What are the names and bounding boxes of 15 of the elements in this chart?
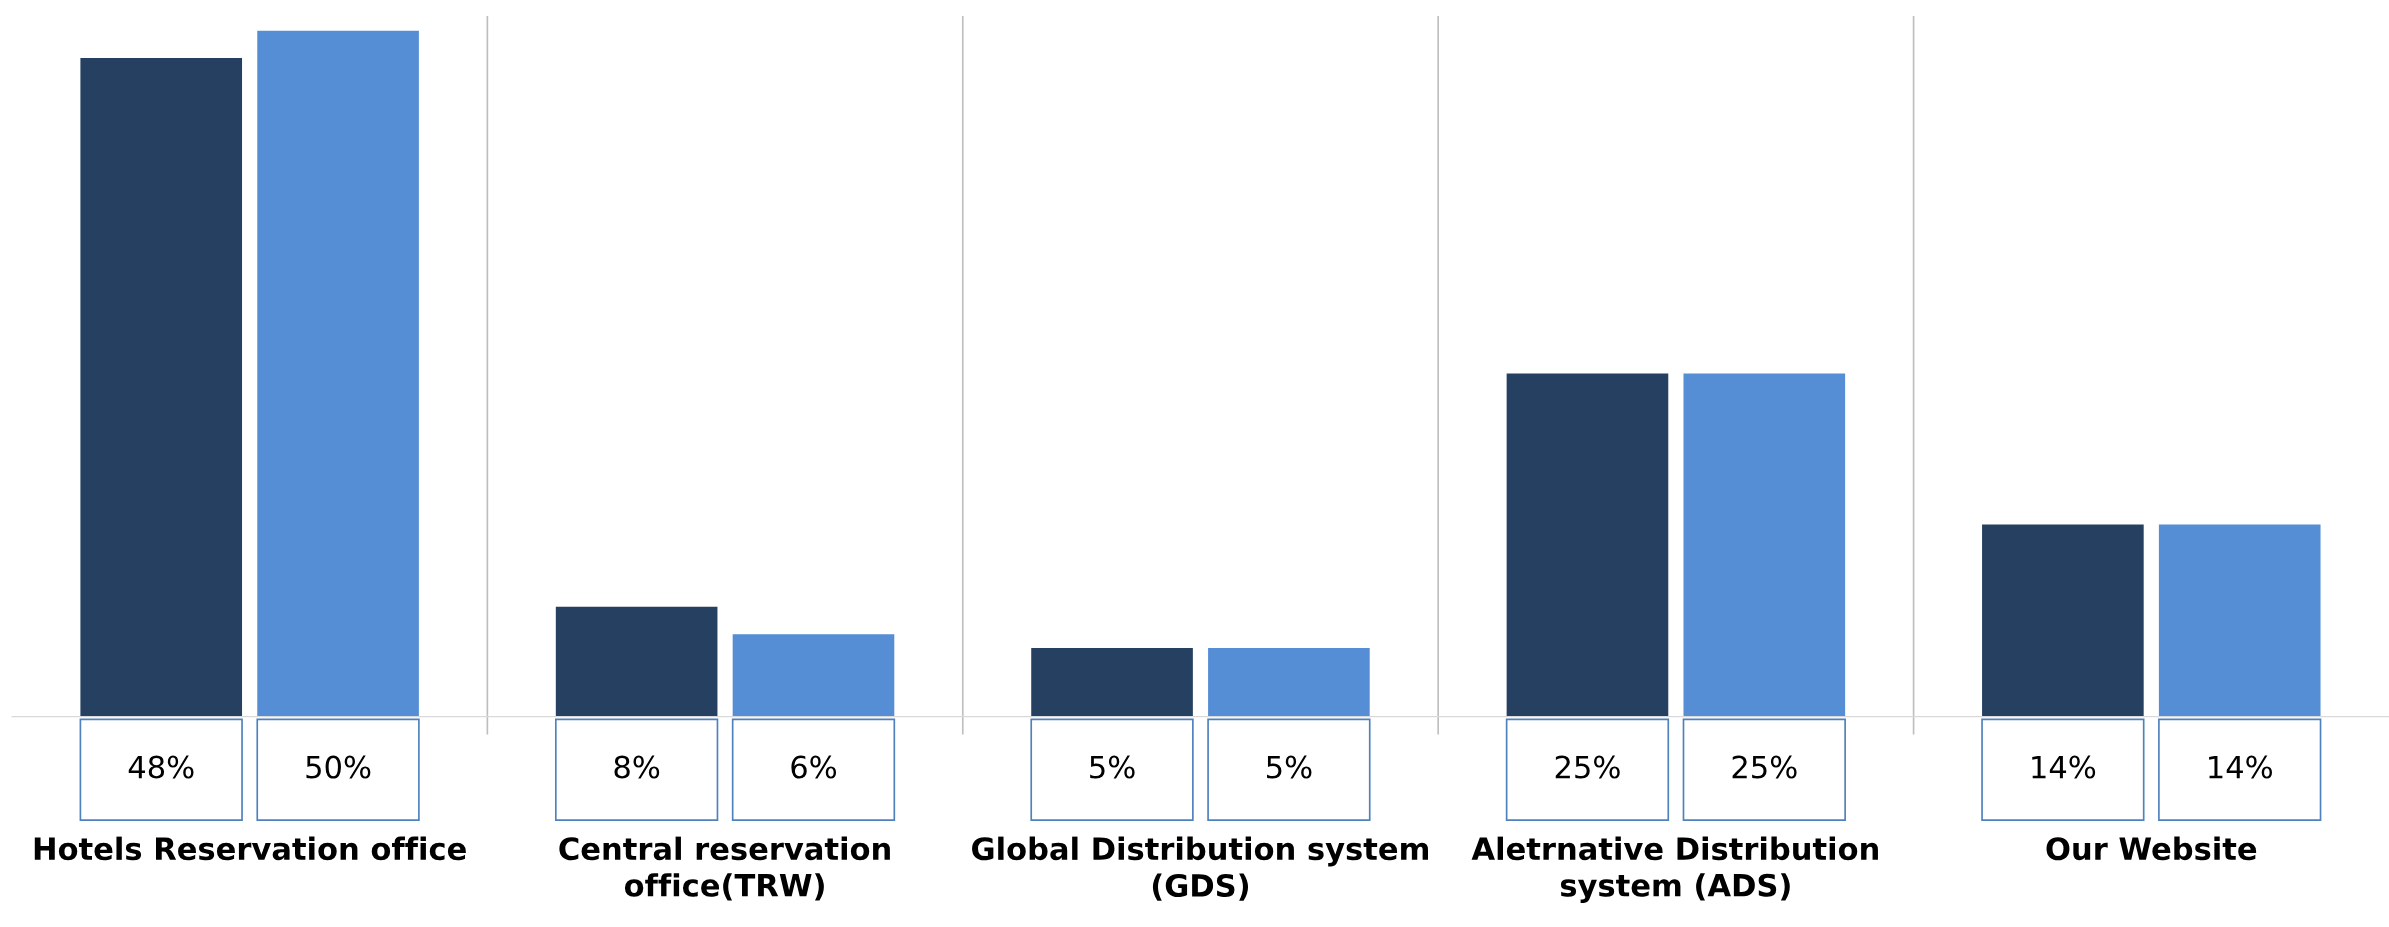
data-label: 14% (2209, 755, 2272, 779)
data-label: 5% (1090, 755, 1135, 779)
x-tick-label: Our Website (2046, 836, 2257, 861)
data-label: 48% (128, 755, 194, 779)
x-tick-label: Hotels Reservation office (34, 836, 466, 861)
data-label: 25% (1732, 755, 1797, 779)
data-label: 14% (2032, 755, 2096, 779)
data-label: 8% (614, 755, 660, 779)
data-label: 25% (1555, 755, 1620, 779)
data-label: 6% (791, 755, 837, 779)
x-tick-label: Aletrnative Distribution system (ADS) (1471, 836, 1878, 903)
data-label: 5% (1267, 755, 1312, 779)
data-label: 50% (306, 755, 371, 779)
x-tick-label: Global Distribution system (GDS) (972, 836, 1428, 901)
x-tick-label: Central reservation office(TRW) (559, 836, 890, 901)
